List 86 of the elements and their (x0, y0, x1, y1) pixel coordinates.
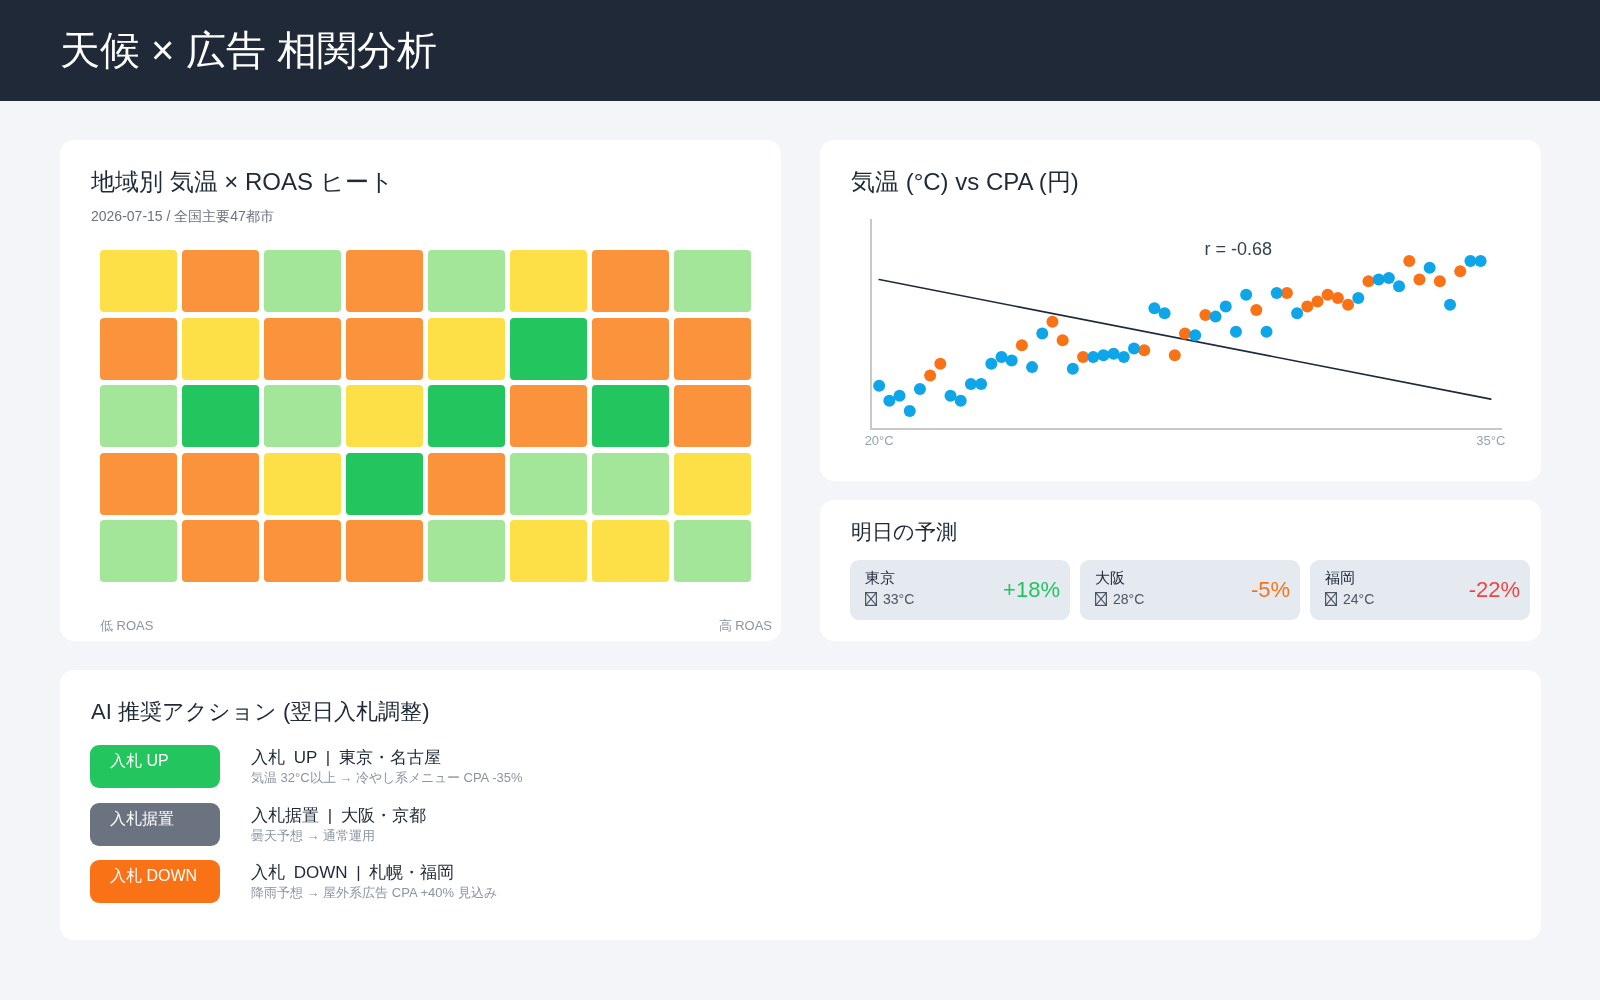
point (964, 377, 977, 390)
point (944, 389, 957, 402)
point (1087, 351, 1100, 364)
point (1321, 288, 1334, 301)
text: 28°C (1113, 591, 1145, 607)
point (1036, 327, 1049, 340)
point (1209, 310, 1222, 323)
category-label: 入札据置 (110, 808, 174, 829)
point (1464, 255, 1477, 268)
x-tick-label: 20°C (864, 432, 894, 448)
text: +18% (1003, 577, 1060, 602)
point (1097, 349, 1110, 362)
category-label: 大阪 (1095, 569, 1125, 587)
point (924, 369, 937, 382)
text: 曇天予想 → 通常運用 (251, 827, 376, 844)
text: 入札 UP | 東京・名古屋 (251, 747, 441, 768)
point (1301, 300, 1314, 313)
point (1128, 342, 1141, 355)
point (1423, 261, 1436, 274)
point (1393, 280, 1406, 293)
text: 低 ROAS (100, 618, 154, 634)
point (1260, 325, 1273, 338)
point (1270, 287, 1283, 300)
point (954, 394, 967, 407)
point (1382, 271, 1395, 284)
category-label: 入札 DOWN (110, 866, 198, 886)
point (873, 379, 886, 392)
text: 2026-07-15 / 全国主要47都市 (91, 207, 274, 225)
text: 明日の予測 (851, 519, 957, 545)
text: -5% (1250, 577, 1290, 602)
point (1250, 303, 1263, 316)
text: 33°C (883, 591, 915, 607)
point (1403, 255, 1416, 268)
point (893, 389, 906, 402)
text: 入札 DOWN | 札幌・福岡 (251, 862, 455, 883)
text: 入札据置 | 大阪・京都 (251, 804, 426, 826)
point (1026, 361, 1039, 374)
point (1342, 298, 1355, 311)
point (1362, 275, 1375, 288)
point (1229, 325, 1242, 338)
text: 気温 32°C以上 → 冷やし系メニュー CPA -35% (251, 770, 523, 786)
point (1117, 351, 1130, 364)
text: 地域別 気温 × ROAS ヒート (91, 168, 394, 197)
point (883, 394, 896, 407)
text: AI 推奨アクション (翌日入札調整) (91, 699, 430, 726)
point (1107, 347, 1120, 360)
point (1005, 354, 1018, 367)
point (1352, 292, 1365, 305)
x-tick-label: 35°C (1476, 432, 1506, 448)
text: r = -0.68 (1204, 238, 1273, 259)
text: -22% (1468, 577, 1520, 602)
category-label: 東京 (865, 569, 895, 587)
point (985, 357, 998, 370)
point (913, 383, 926, 395)
point (1474, 255, 1487, 268)
point (1015, 339, 1028, 352)
point (1056, 334, 1069, 347)
point (995, 351, 1008, 364)
point (1291, 307, 1304, 320)
point (1413, 273, 1426, 286)
point (934, 357, 947, 370)
point (1454, 265, 1467, 278)
point (1148, 302, 1161, 315)
category-label: 福岡 (1325, 569, 1355, 587)
text: 高 ROAS (718, 618, 772, 634)
point (1138, 344, 1151, 357)
point (1311, 295, 1324, 308)
text: 降雨予想 → 屋外系広告 CPA +40% 見込み (251, 885, 497, 901)
point (1444, 298, 1457, 311)
point (1372, 273, 1385, 286)
point (1189, 329, 1202, 342)
text: 24°C (1343, 591, 1375, 607)
point (1240, 288, 1253, 301)
point (975, 377, 988, 390)
point (1199, 308, 1212, 321)
point (903, 404, 916, 417)
category-label: 入札 UP (110, 751, 169, 771)
chart-title: 気温 (°C) vs CPA (円) (851, 168, 1079, 197)
text: 天候 × 広告 相関分析 (60, 27, 437, 74)
point (1433, 275, 1446, 288)
point (1066, 362, 1079, 375)
point (1331, 292, 1344, 305)
point (1046, 315, 1059, 328)
point (1219, 300, 1232, 313)
point (1158, 307, 1171, 320)
point (1168, 349, 1181, 362)
